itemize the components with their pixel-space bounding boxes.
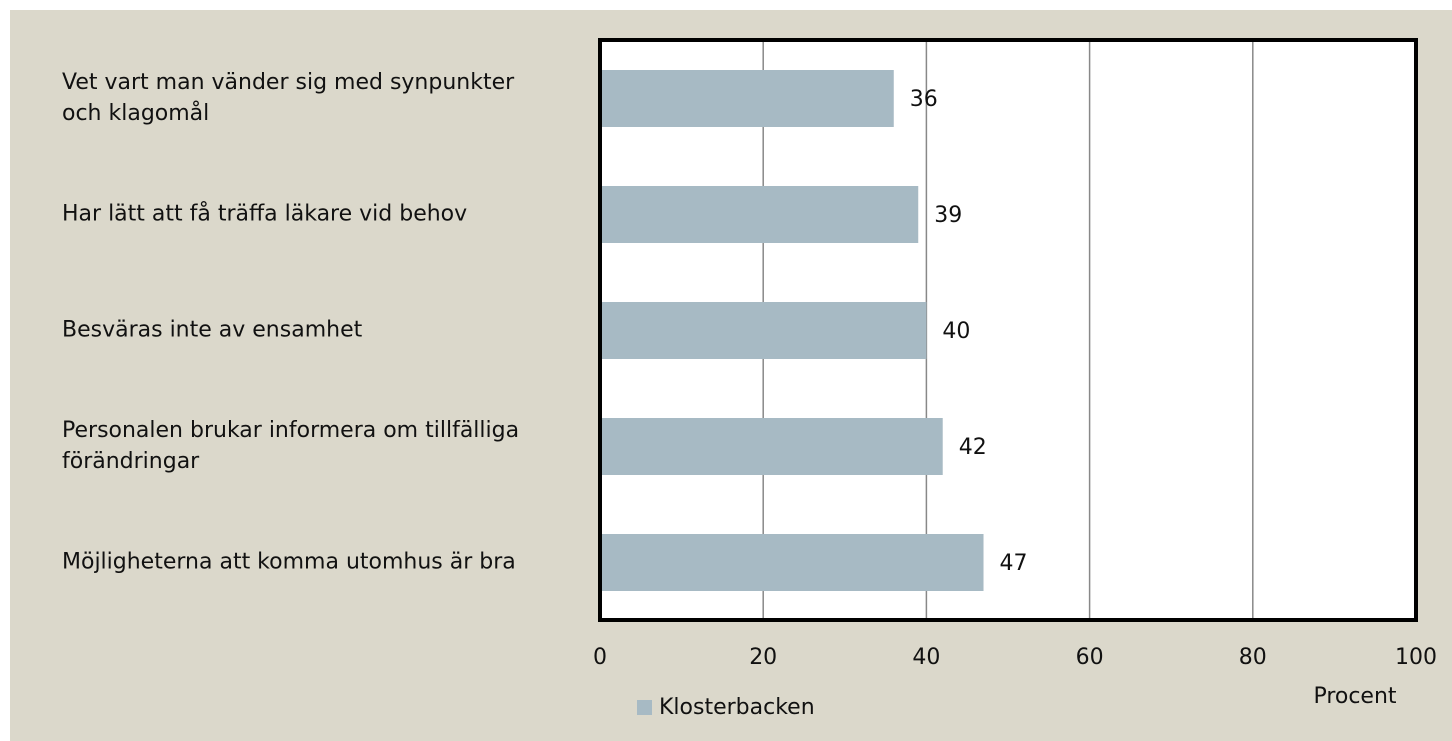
y-tick-label: Vet vart man vänder sig med synpunkter o… [62, 70, 515, 126]
x-axis-title: Procent [1313, 684, 1396, 709]
legend-label: Klosterbacken [659, 695, 815, 720]
bar [600, 418, 943, 475]
x-tick-label: 0 [593, 645, 607, 670]
x-tick-label: 60 [1076, 645, 1104, 670]
plot-border [598, 38, 1418, 622]
y-tick-label: Möjligheterna att komma utomhus är bra [62, 549, 516, 575]
bar [600, 186, 919, 243]
data-label: 36 [910, 87, 938, 112]
x-tick-label: 100 [1395, 645, 1437, 670]
bar [600, 302, 927, 359]
x-tick-label: 40 [912, 645, 940, 670]
y-tick-label: Har lätt att få träffa läkare vid behov [62, 201, 468, 227]
bar [600, 70, 894, 127]
bar [600, 534, 984, 591]
data-label: 40 [942, 319, 970, 344]
data-label: 42 [959, 435, 987, 460]
data-label: 39 [934, 203, 962, 228]
data-label: 47 [1000, 551, 1028, 576]
y-tick-label: Besväras inte av ensamhet [62, 317, 363, 343]
legend-swatch [637, 700, 652, 715]
x-tick-label: 80 [1239, 645, 1267, 670]
x-tick-label: 20 [749, 645, 777, 670]
y-tick-label: Personalen brukar informera om tillfälli… [62, 418, 520, 474]
